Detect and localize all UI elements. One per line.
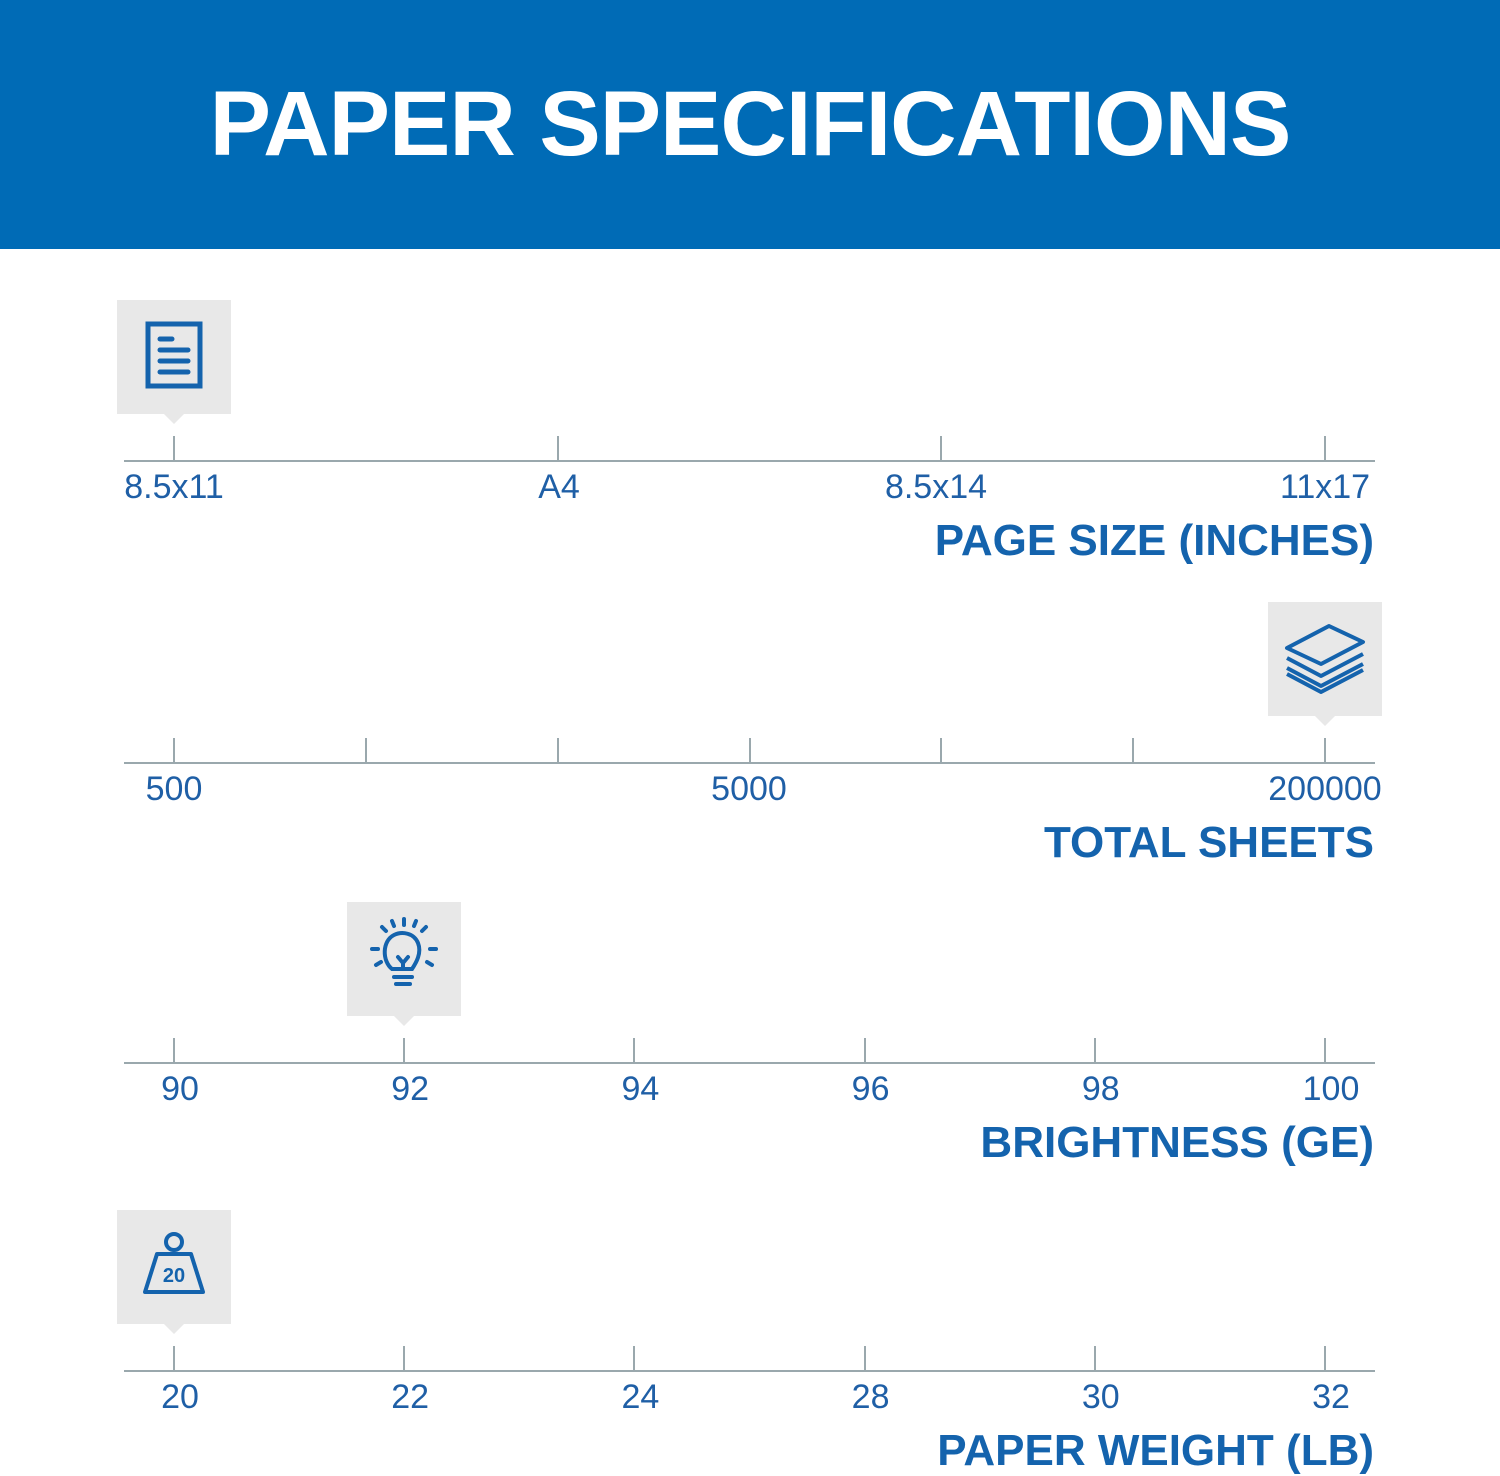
scale-total-sheets: 500 5000 200000 TOTAL SHEETS: [0, 602, 1500, 867]
value-marker: [117, 300, 231, 424]
scale-tick: [748, 738, 751, 762]
scale-label: 92: [391, 1070, 430, 1108]
scale-label: 96: [851, 1070, 890, 1108]
scale-page-size-inches: 8.5x11 A4 8.5x14 11x17 PAGE SIZE (INCHES): [0, 300, 1500, 565]
scale-paper-weight-lb: 20 22 24 28 30 32 PAPER WEIGHT (LB) 20: [0, 1210, 1500, 1475]
scale-label: A4: [538, 468, 580, 506]
scale-tick: [633, 1346, 636, 1370]
paper-stack-icon: [1283, 620, 1367, 699]
lightbulb-icon: [368, 916, 440, 1002]
header-banner: PAPER SPECIFICATIONS: [0, 0, 1500, 249]
value-marker: [1268, 602, 1382, 726]
svg-text:20: 20: [163, 1265, 185, 1287]
scale-tick: [940, 738, 943, 762]
scale-label: 32: [1312, 1378, 1350, 1416]
scale-label: 100: [1302, 1070, 1360, 1108]
scale-tick: [1324, 1346, 1326, 1370]
scale-label: 22: [391, 1378, 430, 1416]
scale-tick: [364, 738, 367, 762]
scale-tick: [1093, 1346, 1096, 1370]
scale-tick: [403, 1346, 406, 1370]
scale-title: PAPER WEIGHT (LB): [937, 1426, 1374, 1475]
scale-label: 11x17: [1279, 468, 1371, 506]
scale-label: 28: [851, 1378, 890, 1416]
scale-tick: [1093, 1038, 1096, 1062]
scale-tick: [1132, 738, 1135, 762]
scale-tick: [633, 1038, 636, 1062]
scale-tick: [1324, 436, 1326, 460]
weight-icon: 20: [139, 1231, 209, 1303]
scale-tick: [556, 738, 559, 762]
scale-label: 8.5x11: [124, 468, 224, 506]
scale-label: 20: [161, 1378, 199, 1416]
scale-label: 5000: [711, 770, 787, 808]
value-marker: [347, 902, 462, 1026]
scale-title: BRIGHTNESS (GE): [980, 1118, 1374, 1167]
scale-axis-line: [124, 460, 1375, 462]
scale-label: 500: [145, 770, 203, 808]
scale-tick: [173, 1346, 175, 1370]
value-marker: 20: [117, 1210, 231, 1334]
scale-tick: [940, 436, 943, 460]
scale-tick: [863, 1038, 866, 1062]
scale-axis-line: [124, 1370, 1375, 1372]
scale-axis-line: [124, 1062, 1375, 1064]
page-title: PAPER SPECIFICATIONS: [209, 73, 1292, 175]
scale-label: 98: [1081, 1070, 1120, 1108]
scale-title: PAGE SIZE (INCHES): [934, 516, 1374, 565]
scale-label: 24: [621, 1378, 660, 1416]
scale-axis-line: [124, 762, 1375, 764]
scale-label: 94: [621, 1070, 660, 1108]
scale-title: TOTAL SHEETS: [1043, 818, 1374, 867]
scale-brightness-ge: 90 92 94 96 98 100 BRIGHTNESS (GE): [0, 902, 1500, 1167]
scale-tick: [403, 1038, 406, 1062]
scale-label: 200000: [1268, 770, 1382, 808]
scale-tick: [173, 436, 175, 460]
scale-tick: [1324, 1038, 1326, 1062]
scale-tick: [173, 1038, 175, 1062]
scale-tick: [1324, 738, 1326, 762]
scale-tick: [863, 1346, 866, 1370]
scale-label: 8.5x14: [884, 468, 988, 506]
scale-tick: [173, 738, 175, 762]
scale-tick: [556, 436, 559, 460]
document-icon: [144, 320, 204, 395]
scale-label: 30: [1081, 1378, 1120, 1416]
scale-label: 90: [161, 1070, 199, 1108]
